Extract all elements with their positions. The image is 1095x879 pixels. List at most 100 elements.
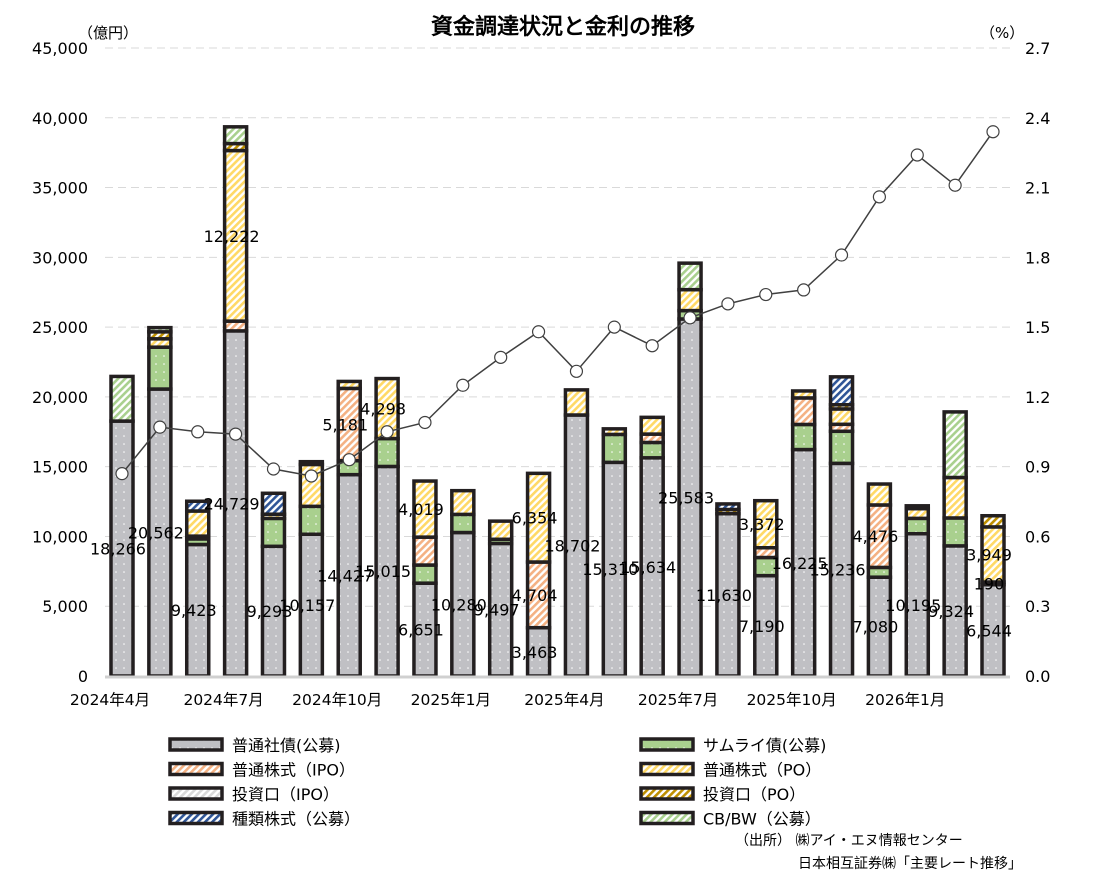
rate-point: [834, 248, 849, 262]
data-label: 11,630: [696, 586, 752, 605]
data-label: 15,634: [620, 558, 676, 577]
bar-segment: [942, 410, 968, 480]
bar-stack: [904, 504, 931, 678]
rate-point: [342, 453, 356, 467]
data-label: 12,222: [204, 227, 260, 246]
data-label: 10,157: [279, 596, 335, 615]
x-tick-label: 2026年1月: [865, 691, 945, 709]
x-tick-label: 2024年7月: [183, 691, 263, 709]
data-label: 3,372: [739, 515, 785, 534]
rate-point: [683, 311, 697, 325]
bar-segment: [980, 513, 1006, 529]
left-axis-unit: （億円）: [78, 24, 138, 42]
rate-point: [569, 364, 584, 378]
bar-segment: [942, 516, 968, 548]
rate-point: [607, 320, 621, 334]
data-label: 3,463: [512, 643, 558, 662]
rate-point: [986, 125, 1000, 139]
bar-segment: [147, 325, 173, 334]
data-label: 6,354: [512, 509, 558, 528]
left-tick-label: 25,000: [32, 318, 88, 337]
bar-segment: [753, 498, 779, 550]
legend-swatch: [639, 810, 695, 826]
bar-stack: [639, 415, 665, 678]
bar-segment: [184, 509, 211, 538]
bar-stack: [525, 471, 552, 678]
legend-swatch: [639, 786, 695, 801]
right-tick-label: 2.7: [1025, 39, 1050, 58]
right-tick-label: 1.5: [1025, 318, 1050, 337]
legend-label: CB/BW（公募）: [703, 810, 821, 829]
bar-stack: [374, 376, 400, 678]
data-label: 9,423: [171, 601, 217, 620]
rate-point: [304, 469, 318, 483]
data-label: 15,015: [355, 562, 411, 581]
x-tick-label: 2025年7月: [638, 691, 718, 709]
legend-item: 種類株式（公募）: [168, 810, 360, 829]
bar-segment: [601, 427, 628, 437]
bar-segment: [828, 407, 855, 427]
left-tick-label: 40,000: [32, 109, 88, 128]
rate-point: [910, 148, 924, 162]
bar-segment: [298, 504, 325, 537]
rate-point: [948, 178, 962, 192]
rate-point: [531, 325, 546, 339]
rate-point: [418, 415, 432, 430]
legend-swatch: [168, 737, 224, 752]
rate-point: [872, 190, 887, 204]
bar-stack: [866, 482, 893, 678]
bar-stack: [147, 325, 173, 678]
bar-segment: [336, 379, 362, 391]
rate-point: [229, 427, 243, 441]
bar-stack: [109, 374, 135, 678]
legend-swatch: [168, 786, 224, 801]
source-line-2: 日本相互証券㈱「主要レート推移」: [798, 856, 1022, 872]
bar-segment: [450, 512, 476, 535]
legend-label: 普通社債(公募): [232, 736, 341, 755]
bar-segment: [601, 432, 628, 465]
bar-segment: [715, 502, 741, 512]
right-axis-unit: （%）: [980, 24, 1024, 42]
data-label: 25,583: [658, 488, 714, 507]
data-label: 6,651: [398, 621, 444, 640]
left-tick-label: 20,000: [32, 388, 88, 407]
data-label: 14,427: [317, 566, 373, 585]
bar-segment: [677, 261, 703, 292]
left-tick-label: 35,000: [32, 179, 88, 198]
bar-stack: [412, 479, 438, 678]
bar-segment: [450, 488, 476, 517]
bar-stack: [487, 519, 514, 678]
data-label: 9,324: [928, 602, 974, 621]
bar-segment: [412, 479, 438, 539]
rate-point: [494, 350, 508, 364]
rate-point: [115, 467, 129, 481]
right-tick-label: 0.6: [1025, 527, 1050, 546]
legend-label: 普通株式（PO）: [703, 761, 821, 780]
data-label: 6,544: [966, 621, 1012, 640]
legend-item: 普通株式（IPO）: [168, 761, 355, 780]
legend-item: 普通社債(公募): [168, 736, 341, 755]
left-tick-label: 45,000: [32, 39, 88, 58]
bar-segment: [866, 482, 893, 507]
legend-item: CB/BW（公募）: [639, 810, 821, 829]
bar-stack: [601, 427, 628, 678]
rate-point: [645, 339, 659, 353]
bar-stack: [677, 261, 703, 678]
x-tick-label: 2025年1月: [411, 691, 491, 709]
legend-label: 種類株式（公募）: [232, 810, 360, 829]
right-tick-label: 0.3: [1025, 597, 1050, 616]
left-tick-label: 30,000: [32, 248, 88, 267]
bar-segment: [563, 388, 590, 417]
legend-label: 普通株式（IPO）: [232, 761, 355, 780]
bar-stack: [942, 410, 968, 678]
bar-segment: [374, 376, 400, 441]
legend-swatch: [168, 810, 224, 826]
x-tick-label: 2024年10月: [292, 691, 382, 709]
bar-stack: [790, 389, 817, 678]
bar-segment: [260, 491, 287, 516]
data-label: 10,280: [431, 595, 487, 614]
bar-segment: [222, 125, 249, 146]
left-tick-label: 0: [78, 667, 88, 686]
bar-stack: [260, 491, 287, 678]
